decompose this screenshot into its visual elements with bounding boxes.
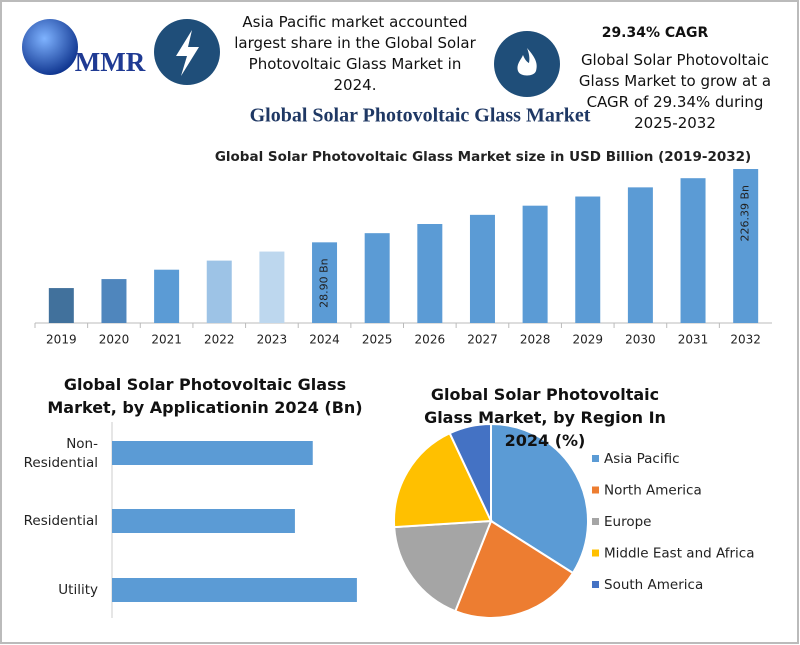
x-tick-label: 2027 — [467, 333, 498, 347]
x-tick-label: 2024 — [309, 333, 340, 347]
bar — [112, 578, 357, 602]
note-left: Asia Pacific market accounted largest sh… — [234, 13, 476, 94]
bar — [575, 196, 601, 323]
bar — [469, 214, 495, 323]
bar — [154, 269, 180, 323]
pie-slice — [448, 422, 492, 522]
y-tick-label: Non- Residential — [24, 436, 98, 471]
pie-slice — [393, 519, 493, 613]
x-tick-label: 2021 — [151, 333, 182, 347]
pie-slice — [393, 431, 493, 529]
bar — [312, 242, 338, 323]
legend-label: Asia Pacific — [604, 451, 680, 467]
bar — [112, 509, 295, 533]
legend-swatch — [592, 518, 599, 525]
x-tick-label: 2028 — [520, 333, 551, 347]
y-tick-label: Utility — [58, 582, 98, 598]
bar — [48, 288, 74, 323]
pie-slice — [453, 519, 575, 619]
label-line: Non- — [66, 436, 98, 452]
icon-bolt — [176, 30, 199, 76]
x-tick-label: 2031 — [678, 333, 709, 347]
legend-swatch — [592, 549, 599, 557]
legend-label: North America — [604, 483, 702, 499]
bar — [417, 224, 443, 323]
chart-title: Global Solar Photovoltaic Glass Market s… — [215, 149, 751, 165]
x-tick-label: 2022 — [204, 333, 235, 347]
x-tick-label: 2026 — [415, 333, 446, 347]
logo-globe — [22, 19, 78, 75]
x-tick-label: 2019 — [46, 333, 77, 347]
bar — [101, 279, 127, 323]
icon-flame — [517, 48, 537, 76]
note-right: Global Solar Photovoltaic Glass Market t… — [578, 51, 772, 132]
y-tick-label: Residential — [24, 513, 98, 529]
legend-swatch — [592, 486, 599, 494]
x-tick-label: 2025 — [362, 333, 393, 347]
value-label: 226.39 Bn — [739, 185, 752, 242]
legend-label: Europe — [604, 514, 651, 530]
x-tick-label: 2032 — [730, 333, 761, 347]
bar — [112, 441, 313, 465]
main-title: Global Solar Photovoltaic Glass Market — [250, 105, 591, 127]
x-tick-label: 2023 — [257, 333, 288, 347]
bar — [259, 251, 285, 323]
chart-title: Global Solar Photovoltaic Glass Market, … — [47, 375, 363, 417]
x-tick-label: 2030 — [625, 333, 656, 347]
bar — [206, 260, 232, 323]
legend-label: South America — [604, 577, 703, 593]
chart-title: Global Solar Photovoltaic Glass Market, … — [424, 385, 666, 450]
note-right-title: 29.34% CAGR — [601, 25, 709, 41]
bar — [733, 169, 759, 323]
bar — [680, 178, 706, 323]
logo-text: MMR — [75, 47, 146, 77]
label-line: Residential — [24, 455, 98, 471]
x-tick-label: 2029 — [572, 333, 603, 347]
bar — [627, 187, 653, 323]
bar — [522, 205, 548, 323]
legend-swatch — [592, 455, 599, 462]
value-label: 28.90 Bn — [318, 258, 331, 308]
legend-label: Middle East and Africa — [604, 546, 755, 562]
x-tick-label: 2020 — [99, 333, 130, 347]
bar — [364, 233, 390, 323]
legend-swatch — [592, 581, 599, 588]
